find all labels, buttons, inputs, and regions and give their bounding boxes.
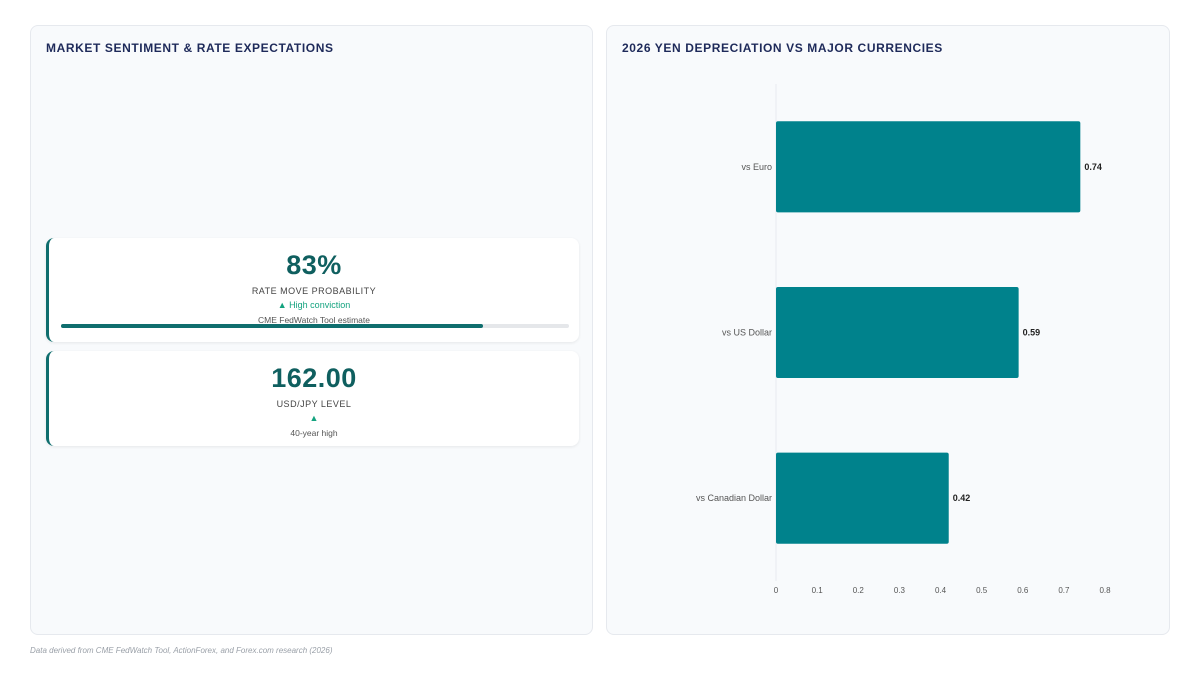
category-label: vs US Dollar (722, 328, 772, 338)
kpi-value: 162.00 (271, 363, 357, 393)
x-tick-label: 0.1 (812, 586, 824, 595)
data-label: 0.59 (1023, 328, 1041, 338)
progress-fill (61, 324, 483, 328)
depreciation-panel: 2026 YEN DEPRECIATION VS MAJOR CURRENCIE… (606, 25, 1170, 635)
bar-chart: vs Euro 0.74 vs US Dollar 0.59 vs Canadian D… (696, 84, 1111, 595)
bar (776, 452, 949, 544)
kpi-label: USD/JPY LEVEL (276, 399, 352, 409)
x-tick-label: 0.5 (976, 586, 988, 595)
data-label: 0.42 (953, 493, 971, 503)
x-tick-label: 0.6 (1017, 586, 1029, 595)
x-tick-label: 0.3 (894, 586, 906, 595)
kpi-trend: ▲ High conviction (277, 300, 351, 310)
bar (776, 121, 1081, 213)
kpi-note: 40-year high (290, 428, 338, 438)
kpi-value: 83% (286, 250, 342, 280)
kpi-card-usdjpy: 162.00 USD/JPY LEVEL ▲ 40-year high (46, 351, 579, 446)
source-footnote: Data derived from CME FedWatch Tool, Act… (30, 646, 333, 655)
kpi-note: CME FedWatch Tool estimate (258, 315, 370, 325)
category-label: vs Euro (741, 162, 772, 172)
progress-bar (61, 324, 569, 328)
x-tick-label: 0.4 (935, 586, 947, 595)
x-tick-label: 0 (774, 586, 779, 595)
x-tick-label: 0.8 (1099, 586, 1111, 595)
kpi-trend: ▲ (309, 413, 319, 423)
kpi-card-rate-probability: 83% RATE MOVE PROBABILITY ▲ High convict… (46, 238, 579, 342)
panel-title: MARKET SENTIMENT & RATE EXPECTATIONS (46, 41, 334, 55)
panel-title: 2026 YEN DEPRECIATION VS MAJOR CURRENCIE… (622, 41, 943, 55)
x-tick-label: 0.2 (853, 586, 865, 595)
x-tick-label: 0.7 (1058, 586, 1070, 595)
data-label: 0.74 (1084, 162, 1102, 172)
sentiment-panel: MARKET SENTIMENT & RATE EXPECTATIONS 83%… (30, 25, 593, 635)
bar (776, 286, 1019, 379)
category-label: vs Canadian Dollar (696, 493, 772, 503)
kpi-label: RATE MOVE PROBABILITY (251, 286, 377, 296)
